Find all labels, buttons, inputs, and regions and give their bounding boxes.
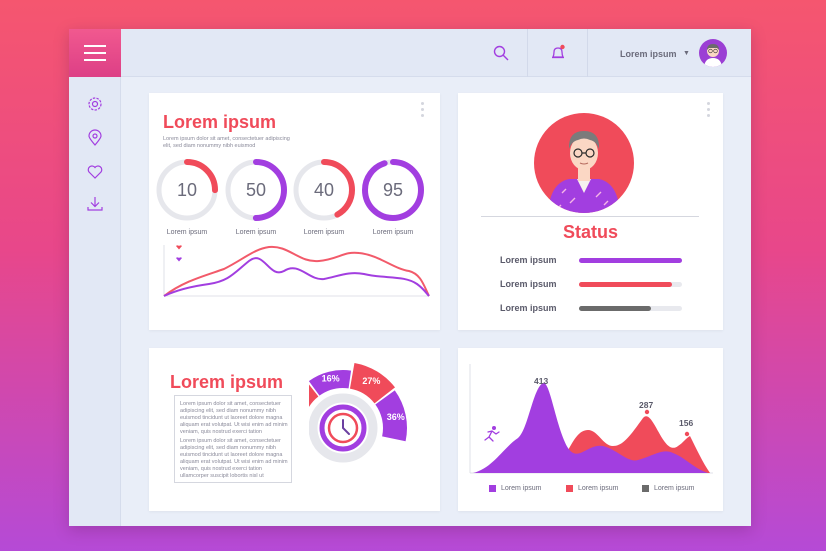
ring-value-3: 40 (314, 180, 334, 200)
heart-icon[interactable] (86, 163, 104, 181)
card-menu-icon[interactable] (707, 102, 710, 120)
donut-segment-2 (309, 370, 352, 396)
progress-ring-3: 40 (293, 159, 355, 221)
donut-segment-1 (309, 384, 319, 407)
search-icon[interactable] (492, 44, 510, 62)
status-bar-2 (579, 282, 682, 287)
sidebar (69, 77, 121, 526)
card-title: Lorem ipsum (163, 112, 277, 132)
bell-icon[interactable] (549, 44, 567, 62)
ring-value-4: 95 (383, 180, 403, 200)
progress-ring-4: 95 (362, 159, 424, 221)
peak-marker-3 (684, 431, 690, 437)
card-menu-icon[interactable] (421, 102, 424, 120)
gear-icon[interactable] (86, 95, 104, 113)
legend-label-2: Lorem ipsum (578, 485, 619, 492)
text-box: Lorem ipsum dolor sit amet, consectetuer… (174, 395, 292, 483)
ring-value-1: 10 (177, 180, 197, 200)
series-red (163, 245, 430, 297)
heart-marker-purple (176, 257, 182, 262)
para2-line3: euismod tincidunt ut laoreet dolore magn… (180, 452, 283, 458)
avatar[interactable] (699, 39, 727, 67)
legend-swatch-1 (489, 485, 496, 492)
hamburger-menu-button[interactable] (69, 29, 121, 77)
location-pin-icon[interactable] (86, 129, 104, 147)
card-subtitle-1: Lorem ipsum dolor sit amet, consectetuer… (163, 136, 290, 142)
ring-label-1: Lorem ipsum (166, 229, 208, 236)
legend-swatch-2 (566, 485, 573, 492)
heart-marker-red (176, 245, 182, 250)
status-bar-3 (579, 306, 682, 311)
para2-line2: adipiscing elit, sed diam nonummy nibh (180, 445, 276, 451)
top-bar: Lorem ipsum ▼ (69, 29, 751, 77)
status-card: Status Lorem ipsum Lorem ipsum Lorem ips… (458, 93, 723, 330)
peak-label-1: 413 (534, 376, 549, 386)
area-series-1 (473, 382, 708, 473)
ring-label-3: Lorem ipsum (303, 229, 345, 236)
peak-marker-1 (540, 384, 546, 390)
status-label-3: Lorem ipsum (500, 303, 557, 313)
status-label-2: Lorem ipsum (500, 279, 557, 289)
dashboard-window: Lorem ipsum ▼ (69, 29, 751, 526)
series-purple (163, 257, 430, 297)
metrics-card: Lorem ipsum Lorem ipsum dolor sit amet, … (149, 93, 440, 330)
caret-down-icon[interactable]: ▼ (683, 50, 690, 57)
card-subtitle-2: elit, sed diam nonummy nibh euismod (163, 143, 256, 149)
para1-line1: Lorem ipsum dolor sit amet, consectetuer (180, 401, 281, 407)
para2-line1: Lorem ipsum dolor sit amet, consectetuer (180, 438, 281, 444)
legend-label-3: Lorem ipsum (654, 485, 695, 492)
progress-ring-2: 50 (225, 159, 287, 221)
para1-line3: euismod tincidunt ut laoreet dolore magn… (180, 415, 283, 421)
status-label-1: Lorem ipsum (500, 255, 557, 265)
progress-ring-1: 10 (156, 159, 218, 221)
ring-label-4: Lorem ipsum (372, 229, 414, 236)
status-bar-1 (579, 258, 682, 263)
download-icon[interactable] (86, 195, 104, 213)
area-chart (469, 364, 713, 474)
para1-line5: veniam, quis nostrud exerci tation (180, 429, 262, 435)
runner-icon (484, 426, 500, 442)
user-name[interactable]: Lorem ipsum (620, 49, 677, 59)
para2-line5: veniam, quis nostrud exerci tation (180, 466, 262, 472)
para1-line4: aliquam erat volutpat. Ut wisi enim ad m… (180, 422, 288, 428)
para2-line6: ullamcorper suscipit lobortis nisl ut (180, 473, 264, 479)
para1-line2: adipiscing elit, sed diam nonummy nibh (180, 408, 276, 414)
donut-track (309, 393, 378, 463)
peak-label-2: 287 (639, 400, 654, 410)
profile-avatar (534, 113, 634, 213)
donut-segment-label-4: 36% (387, 412, 405, 422)
legend-swatch-3 (642, 485, 649, 492)
wave-line-chart (163, 245, 430, 297)
card-title: Lorem ipsum (170, 372, 284, 392)
donut-segment-3 (349, 363, 396, 404)
donut-segment-label-3: 27% (362, 376, 380, 386)
area-chart-card: 413 287 156 Lorem ipsum Lorem ipsum Lore… (458, 348, 723, 511)
ring-label-2: Lorem ipsum (235, 229, 277, 236)
donut-segment-4 (375, 390, 407, 442)
legend-label-1: Lorem ipsum (501, 485, 542, 492)
progress-rings: 10 50 40 95 (156, 159, 424, 221)
ring-value-2: 50 (246, 180, 266, 200)
status-title: Status (562, 222, 618, 242)
donut-segment-label-2: 16% (322, 374, 340, 384)
peak-marker-2 (644, 409, 650, 415)
peak-label-3: 156 (679, 418, 694, 428)
para2-line4: aliquam erat volutpat. Ut wisi enim ad m… (180, 459, 288, 465)
clock-hands (342, 419, 350, 435)
segment-donut-chart: 12%16%27%36% (309, 363, 407, 463)
donut-info-card: Lorem ipsum Lorem ipsum dolor sit amet, … (149, 348, 440, 511)
